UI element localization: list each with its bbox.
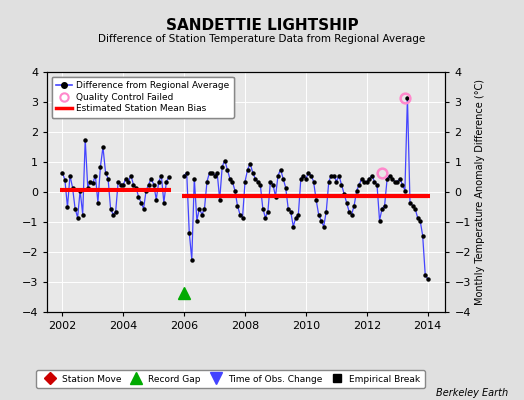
Text: SANDETTIE LIGHTSHIP: SANDETTIE LIGHTSHIP xyxy=(166,18,358,33)
Legend: Station Move, Record Gap, Time of Obs. Change, Empirical Break: Station Move, Record Gap, Time of Obs. C… xyxy=(36,370,425,388)
Text: Difference of Station Temperature Data from Regional Average: Difference of Station Temperature Data f… xyxy=(99,34,425,44)
Text: Berkeley Earth: Berkeley Earth xyxy=(436,388,508,398)
Y-axis label: Monthly Temperature Anomaly Difference (°C): Monthly Temperature Anomaly Difference (… xyxy=(475,79,485,305)
Legend: Difference from Regional Average, Quality Control Failed, Estimated Station Mean: Difference from Regional Average, Qualit… xyxy=(52,76,234,118)
